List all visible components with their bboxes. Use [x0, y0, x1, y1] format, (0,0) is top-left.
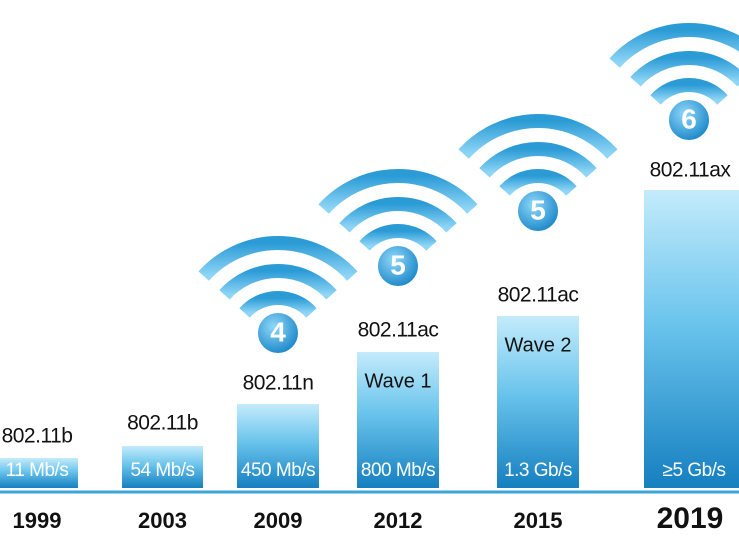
speed-bar [497, 316, 579, 488]
speed-bar [644, 190, 739, 488]
generation-number: 5 [530, 194, 546, 225]
wifi-arc [219, 264, 337, 300]
speed-label: 11 Mb/s [6, 460, 69, 481]
speed-bar [122, 446, 203, 488]
wifi-arc [609, 23, 739, 68]
speed-label: 1.3 Gb/s [504, 460, 572, 481]
wifi-arc [630, 51, 739, 87]
wave-label: Wave 2 [504, 334, 571, 356]
year-label: 2015 [514, 508, 563, 533]
generation-badge [256, 311, 300, 355]
year-label: 2019 [657, 502, 724, 535]
standard-label: 802.11ax [650, 159, 732, 182]
wifi-arc [650, 78, 728, 105]
wave-label: Wave 1 [364, 370, 431, 392]
wifi-arc [479, 142, 597, 178]
speed-bar [237, 404, 319, 488]
year-label: 1999 [13, 508, 62, 533]
generation-number: 6 [681, 103, 697, 134]
generation-badge [667, 98, 711, 142]
standard-label: 802.11b [2, 425, 73, 448]
speed-bar [357, 352, 439, 488]
speed-label: 450 Mb/s [241, 460, 315, 481]
standard-label: 802.11b [127, 412, 198, 435]
standard-label: 802.11ac [358, 319, 439, 342]
generation-number: 4 [270, 316, 286, 347]
year-label: 2009 [254, 508, 303, 533]
speed-label: ≥5 Gb/s [663, 460, 726, 481]
wifi-arc [339, 197, 457, 233]
generation-number: 5 [390, 249, 406, 280]
speed-label: 54 Mb/s [130, 460, 194, 481]
year-label: 2003 [138, 508, 187, 533]
standard-label: 802.11n [243, 372, 314, 395]
wifi-arc [198, 236, 358, 281]
wifi-arc [359, 224, 437, 251]
generation-badge [376, 244, 420, 288]
wifi-arc [499, 169, 577, 196]
speed-label: 800 Mb/s [361, 460, 435, 481]
wifi-arc [458, 114, 618, 159]
wifi-arc [318, 169, 478, 214]
speed-bar [0, 458, 78, 488]
year-label: 2012 [374, 508, 423, 533]
generation-badge [516, 189, 560, 233]
standard-label: 802.11ac [498, 284, 579, 307]
wifi-arc [239, 291, 317, 318]
